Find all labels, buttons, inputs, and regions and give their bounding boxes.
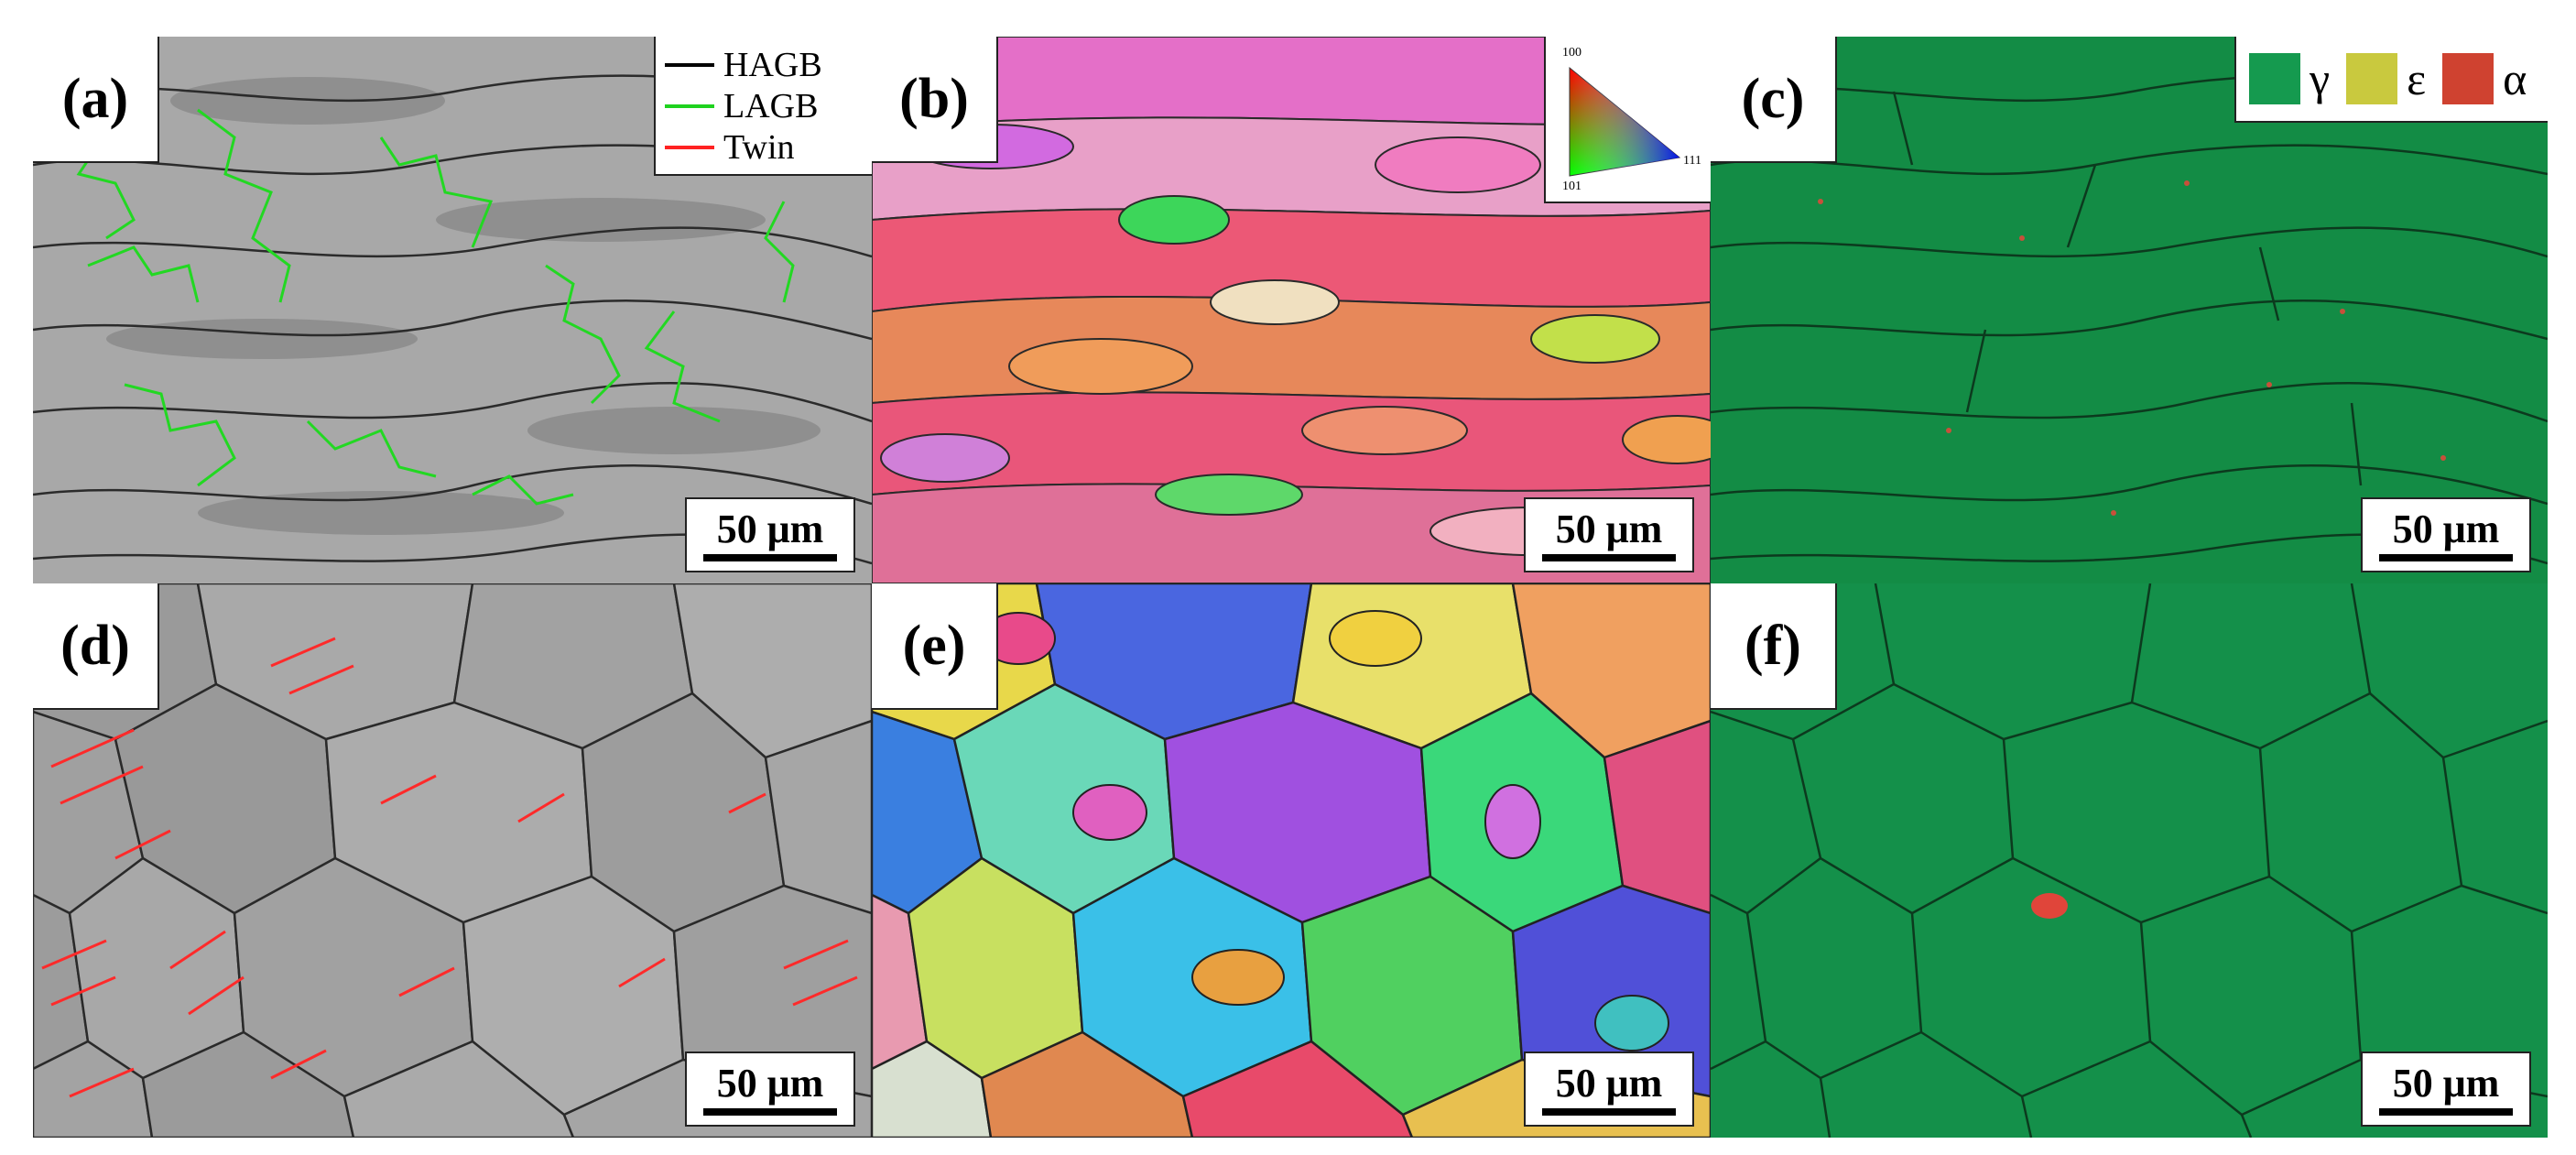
ipf-label-bottom-left: 101 bbox=[1562, 180, 1581, 193]
gamma-swatch bbox=[2249, 53, 2300, 104]
scale-text-d: 50 μm bbox=[716, 1060, 824, 1106]
panel-label-c: (c) bbox=[1711, 37, 1837, 163]
phase-legend: γ ε α bbox=[2234, 37, 2548, 123]
epsilon-swatch bbox=[2346, 53, 2398, 104]
ipf-label-right: 111 bbox=[1683, 154, 1701, 168]
phase-symbol-alpha: α bbox=[2503, 53, 2527, 104]
panel-a: (a) HAGB LAGB Twin 50 μm bbox=[33, 37, 872, 583]
legend-row-twin: Twin bbox=[665, 126, 863, 168]
scale-line-c bbox=[2379, 553, 2513, 561]
panel-c: (c) γ ε α 50 μm bbox=[1711, 37, 2548, 583]
scale-text-e: 50 μm bbox=[1555, 1060, 1663, 1106]
boundary-legend: HAGB LAGB Twin bbox=[654, 37, 872, 176]
scale-line-a bbox=[703, 553, 837, 561]
scale-text-c: 50 μm bbox=[2392, 506, 2500, 551]
scale-text-b: 50 μm bbox=[1555, 506, 1663, 551]
panel-d: (d) 50 μm bbox=[33, 583, 872, 1138]
panel-label-b: (b) bbox=[872, 37, 998, 163]
scale-bar-f: 50 μm bbox=[2361, 1051, 2531, 1127]
lagb-line-swatch bbox=[665, 104, 714, 108]
legend-row-hagb: HAGB bbox=[665, 44, 863, 85]
micrograph-e bbox=[872, 583, 1711, 1138]
phase-symbol-gamma: γ bbox=[2310, 53, 2331, 104]
micrograph-f bbox=[1711, 583, 2548, 1138]
scale-line-e bbox=[1542, 1107, 1676, 1116]
scale-text-a: 50 μm bbox=[716, 506, 824, 551]
scale-bar-c: 50 μm bbox=[2361, 497, 2531, 572]
legend-label-twin: Twin bbox=[723, 127, 795, 167]
scale-bar-d: 50 μm bbox=[685, 1051, 855, 1127]
panel-label-d: (d) bbox=[33, 583, 159, 710]
scale-bar-a: 50 μm bbox=[685, 497, 855, 572]
phase-symbol-epsilon: ε bbox=[2407, 53, 2427, 104]
scale-bar-b: 50 μm bbox=[1524, 497, 1694, 572]
panel-label-f: (f) bbox=[1711, 583, 1837, 710]
twin-line-swatch bbox=[665, 145, 714, 149]
scale-line-b bbox=[1542, 553, 1676, 561]
panel-b: (b) 100 101 111 50 μm bbox=[872, 37, 1711, 583]
panel-label-e: (e) bbox=[872, 583, 998, 710]
legend-row-lagb: LAGB bbox=[665, 85, 863, 126]
panel-f: (f) 50 μm bbox=[1711, 583, 2548, 1138]
ipf-label-top: 100 bbox=[1562, 46, 1581, 60]
figure-grid: (a) HAGB LAGB Twin 50 μm bbox=[33, 37, 2548, 1138]
ipf-triangle-icon bbox=[1569, 66, 1681, 177]
scale-text-f: 50 μm bbox=[2392, 1060, 2500, 1106]
hagb-line-swatch bbox=[665, 62, 714, 67]
alpha-swatch bbox=[2442, 53, 2494, 104]
scale-line-d bbox=[703, 1107, 837, 1116]
ipf-key: 100 101 111 bbox=[1544, 37, 1711, 203]
panel-label-a: (a) bbox=[33, 37, 159, 163]
legend-label-lagb: LAGB bbox=[723, 86, 819, 125]
scale-line-f bbox=[2379, 1107, 2513, 1116]
legend-label-hagb: HAGB bbox=[723, 45, 822, 84]
panel-e: (e) 50 μm bbox=[872, 583, 1711, 1138]
micrograph-c bbox=[1711, 37, 2548, 583]
scale-bar-e: 50 μm bbox=[1524, 1051, 1694, 1127]
